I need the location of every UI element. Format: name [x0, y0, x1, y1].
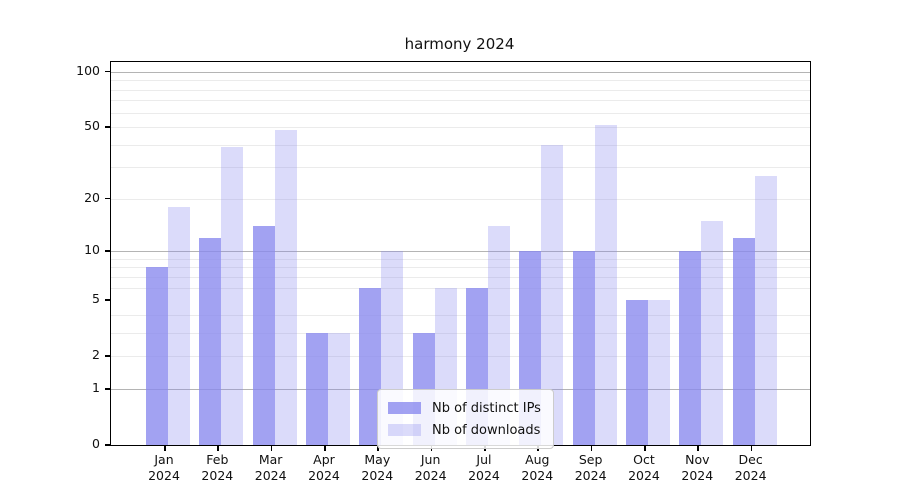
y-tick-mark — [105, 355, 110, 357]
x-tick-mark — [750, 446, 753, 451]
bar-distinct-ips — [572, 251, 595, 445]
bar-downloads — [701, 220, 724, 445]
x-tick-label: Apr 2024 — [308, 452, 340, 483]
x-tick-mark — [590, 446, 593, 451]
x-tick-label: Jul 2024 — [468, 452, 500, 483]
y-tick-mark — [105, 387, 110, 390]
x-tick-label: Jan 2024 — [148, 452, 180, 483]
gridline-minor — [111, 198, 810, 200]
x-tick-label: Dec 2024 — [734, 452, 767, 483]
y-tick-label: 2 — [92, 347, 100, 363]
bar-downloads — [594, 125, 617, 445]
legend-swatch-distinct-ips — [388, 402, 421, 414]
bar-downloads — [754, 175, 777, 445]
legend-swatch-downloads — [388, 424, 421, 436]
y-tick-mark — [105, 299, 110, 301]
y-tick-mark — [105, 250, 110, 252]
gridline-major — [111, 71, 810, 73]
gridline-minor — [111, 80, 810, 82]
legend: Nb of distinct IPs Nb of downloads — [377, 389, 554, 449]
bar-distinct-ips — [199, 237, 222, 445]
y-tick-label: 10 — [84, 242, 100, 258]
x-tick-label: Nov 2024 — [681, 452, 714, 483]
bar-downloads — [274, 130, 297, 445]
x-tick-mark — [643, 446, 646, 451]
y-tick-mark — [105, 126, 110, 128]
gridline-minor — [111, 276, 810, 278]
y-tick-mark — [105, 197, 110, 200]
y-tick-label: 5 — [92, 291, 100, 307]
gridline-minor — [111, 167, 810, 169]
x-tick-label: Aug 2024 — [521, 452, 554, 483]
x-tick-mark — [270, 446, 273, 451]
gridline-minor — [111, 144, 810, 146]
gridline-major — [111, 251, 810, 253]
gridline-minor — [111, 314, 810, 316]
legend-label-downloads: Nb of downloads — [432, 422, 541, 438]
gridline-minor — [111, 127, 810, 129]
x-tick-mark — [217, 446, 219, 451]
bar-distinct-ips — [625, 300, 648, 445]
x-tick-label: Mar 2024 — [254, 452, 287, 483]
gridline-minor — [111, 332, 810, 334]
bar-downloads — [647, 300, 670, 445]
x-tick-label: May 2024 — [361, 452, 394, 483]
x-tick-mark — [323, 446, 326, 451]
y-tick-label: 20 — [84, 189, 100, 205]
x-tick-label: Oct 2024 — [628, 452, 660, 483]
gridline-minor — [111, 287, 810, 289]
x-tick-mark — [164, 446, 166, 451]
y-tick-mark — [105, 70, 110, 73]
legend-label-distinct-ips: Nb of distinct IPs — [432, 400, 541, 416]
y-tick-label: 100 — [76, 62, 100, 78]
bar-downloads — [221, 146, 244, 445]
gridline-minor — [111, 89, 810, 91]
bar-downloads — [327, 332, 350, 445]
bar-downloads — [168, 206, 190, 445]
bar-distinct-ips — [359, 287, 382, 445]
bar-distinct-ips — [679, 251, 702, 445]
gridline-minor — [111, 112, 810, 114]
y-tick-label: 50 — [84, 118, 100, 134]
bar-distinct-ips — [305, 332, 328, 445]
gridline-minor — [111, 100, 810, 102]
gridline-minor — [111, 267, 810, 269]
bar-distinct-ips — [252, 226, 275, 445]
bar-downloads — [541, 144, 564, 445]
legend-item-distinct-ips: Nb of distinct IPs — [388, 397, 541, 419]
y-tick-label: 0 — [92, 436, 100, 451]
gridline-minor — [111, 356, 810, 358]
chart-title: harmony 2024 — [404, 35, 515, 53]
x-tick-label: Jun 2024 — [414, 452, 447, 483]
x-tick-mark — [697, 446, 699, 451]
x-tick-label: Sep 2024 — [574, 452, 607, 483]
gridline-minor — [111, 258, 810, 260]
legend-item-downloads: Nb of downloads — [388, 419, 541, 441]
y-tick-label: 1 — [92, 379, 100, 395]
x-tick-label: Feb 2024 — [201, 452, 234, 483]
bar-distinct-ips — [146, 267, 168, 445]
y-tick-mark — [105, 444, 110, 446]
bar-distinct-ips — [732, 237, 755, 445]
